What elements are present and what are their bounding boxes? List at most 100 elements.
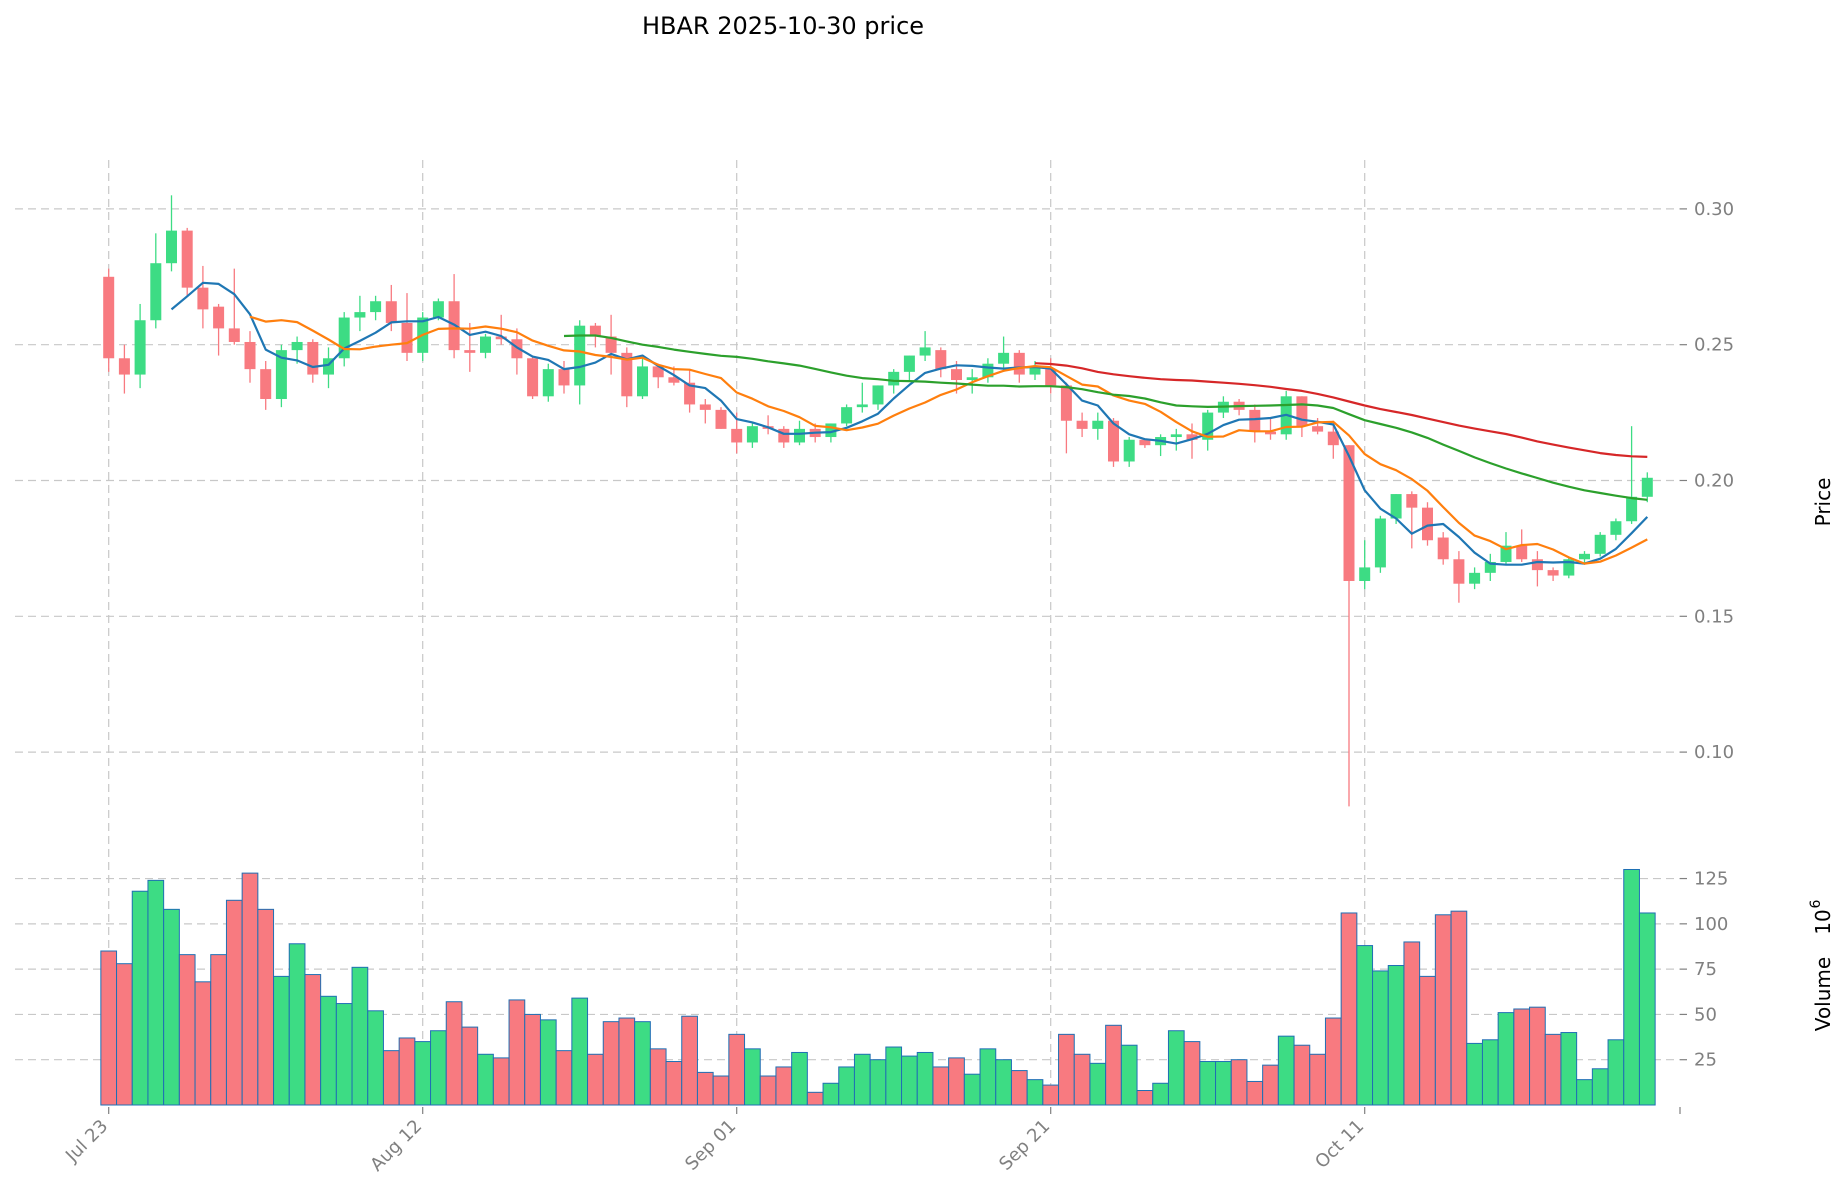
volume-bar — [806, 1091, 824, 1106]
volume-bar — [1277, 1035, 1295, 1106]
candle-body — [401, 322, 413, 353]
volume-bar — [1513, 1008, 1531, 1106]
candle-body — [1453, 559, 1465, 584]
candle-body — [1626, 496, 1638, 522]
volume-bar — [1042, 1084, 1060, 1106]
volume-axis-label: Volume — [1811, 957, 1835, 1031]
candle-body — [1359, 567, 1371, 581]
volume-bar — [131, 890, 149, 1106]
volume-bar — [178, 954, 196, 1106]
candle-body — [1422, 507, 1433, 541]
volume-bar — [367, 1010, 384, 1106]
volume-bar — [477, 1053, 494, 1106]
volume-bar — [1372, 970, 1389, 1106]
candle-body — [1123, 439, 1135, 462]
volume-bar — [1481, 1039, 1499, 1106]
volume-bar — [288, 943, 306, 1106]
volume-bar — [1324, 1017, 1342, 1106]
volume-bar — [869, 1059, 887, 1106]
price-tick-label: 0.25 — [1694, 335, 1734, 356]
candle-body — [511, 339, 523, 359]
volume-bar — [1089, 1062, 1107, 1106]
candle-body — [841, 407, 853, 424]
volume-bar — [618, 1017, 636, 1106]
volume-bar — [257, 908, 275, 1106]
volume-bar — [1576, 1079, 1593, 1106]
candle-body — [1108, 420, 1119, 462]
volume-bar — [273, 975, 290, 1106]
candle-body — [1186, 434, 1198, 440]
volume-bar — [1105, 1024, 1122, 1106]
volume-bar — [1434, 914, 1452, 1106]
volume-bar — [382, 1050, 400, 1106]
candle-body — [888, 371, 900, 386]
volume-tick-label: 50 — [1694, 1004, 1717, 1025]
candle-body — [652, 366, 664, 378]
candle-body — [1641, 477, 1653, 497]
volume-bar — [508, 999, 526, 1106]
candle-body — [134, 320, 146, 375]
price-axis-label: Price — [1811, 478, 1835, 527]
volume-bar — [1607, 1039, 1625, 1106]
ma10-line — [249, 315, 1648, 565]
candle-body — [1202, 412, 1214, 440]
volume-bar — [681, 1015, 698, 1106]
volume-bar — [1120, 1044, 1138, 1106]
date-tick-label: Sep 21 — [995, 1116, 1054, 1175]
volume-bar — [163, 908, 180, 1106]
candle-body — [370, 301, 382, 313]
candle-body — [1610, 521, 1622, 535]
candle-body — [291, 341, 303, 351]
volume-bar — [147, 879, 165, 1106]
candle-body — [1296, 396, 1308, 427]
candle-body — [982, 363, 994, 378]
candle-body — [699, 404, 711, 410]
candle-body — [118, 358, 130, 375]
volume-axis-exponent-base: 10 — [1811, 909, 1835, 934]
volume-bar — [539, 1019, 557, 1106]
candle-body — [323, 358, 334, 375]
volume-bar — [1340, 912, 1358, 1106]
volume-bar — [791, 1051, 808, 1106]
candle-body — [1500, 545, 1512, 562]
candle-body — [1484, 561, 1496, 573]
volume-bar — [1387, 965, 1405, 1106]
candle-body — [103, 276, 115, 359]
candle-body — [621, 352, 633, 397]
price-tick-label: 0.15 — [1694, 606, 1734, 627]
volume-bar — [916, 1051, 934, 1106]
candle-body — [966, 377, 978, 380]
volume-bar — [1152, 1082, 1169, 1106]
volume-bar — [461, 1026, 479, 1106]
volume-bar — [995, 1059, 1012, 1106]
date-tick-label: Aug 12 — [366, 1116, 426, 1176]
volume-bar — [587, 1053, 604, 1106]
candle-body — [746, 426, 758, 443]
volume-bar — [194, 981, 212, 1106]
candle-body — [1139, 439, 1151, 446]
candle-body — [307, 341, 319, 375]
candle-body — [558, 369, 570, 386]
candle-body — [1579, 553, 1590, 560]
volume-bar — [948, 1057, 965, 1106]
volume-bar — [649, 1048, 667, 1106]
volume-bar — [665, 1061, 683, 1106]
volume-bar — [571, 997, 589, 1106]
candle-body — [495, 336, 507, 340]
candle-body — [166, 230, 177, 264]
volume-bar — [1293, 1044, 1311, 1106]
volume-bar — [351, 966, 369, 1106]
volume-bar — [100, 950, 118, 1106]
volume-bar — [1136, 1090, 1154, 1106]
candle-body — [825, 423, 837, 438]
candle-body — [275, 350, 287, 400]
volume-bar — [1167, 1030, 1185, 1106]
candle-body — [197, 287, 209, 310]
price-tick-label: 0.10 — [1694, 742, 1734, 763]
candle-body — [464, 350, 476, 353]
candle-body — [731, 428, 743, 443]
volume-bar — [225, 899, 243, 1106]
volume-bar — [1073, 1053, 1091, 1106]
candle-body — [1390, 494, 1402, 519]
